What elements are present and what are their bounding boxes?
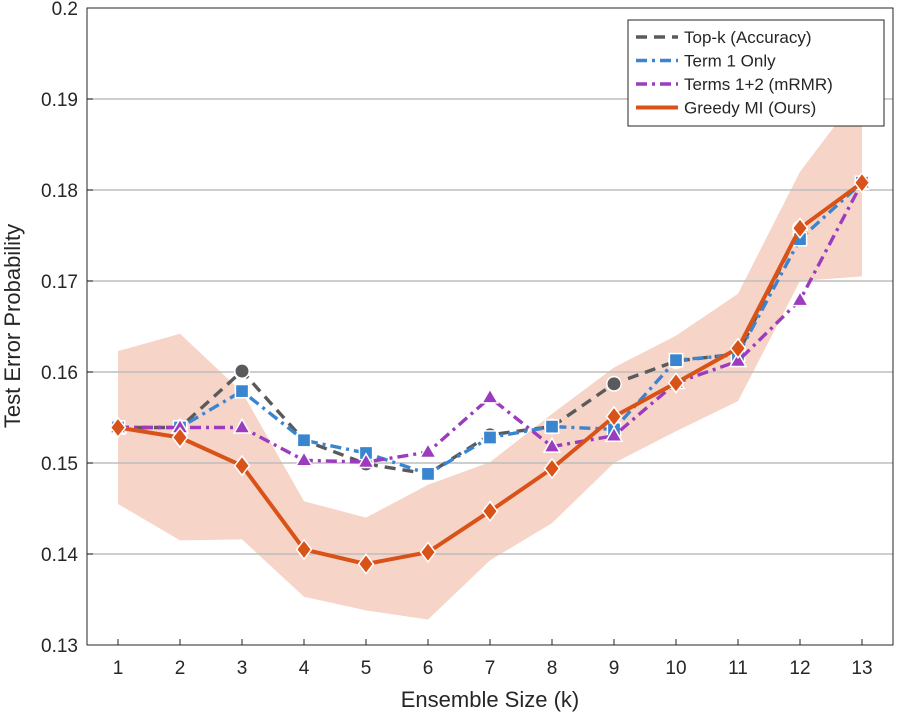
data-point-square <box>234 383 250 399</box>
y-tick-label: 0.2 <box>52 0 78 20</box>
data-point-triangle <box>728 351 748 368</box>
legend-label: Terms 1+2 (mRMR) <box>684 75 833 94</box>
series-layer <box>108 171 872 575</box>
data-point-diamond <box>853 171 871 194</box>
data-point-square <box>544 419 560 434</box>
data-point-square <box>296 432 312 448</box>
legend-label: Term 1 Only <box>684 52 776 71</box>
data-point-square <box>420 466 436 482</box>
grid-layer <box>87 98 893 555</box>
data-point-triangle <box>232 417 252 434</box>
x-tick-label: 8 <box>547 658 558 679</box>
data-point-diamond <box>605 405 623 428</box>
x-tick-label: 3 <box>237 658 248 679</box>
data-point-square <box>482 430 498 445</box>
data-point-triangle <box>480 387 500 404</box>
y-tick-label: 0.19 <box>41 90 78 111</box>
data-point-diamond <box>791 217 809 240</box>
data-point-diamond <box>357 553 375 575</box>
data-point-diamond <box>171 426 189 449</box>
y-tick-label: 0.13 <box>41 636 78 657</box>
legend: Top-k (Accuracy) Term 1 Only Terms 1+2 (mR… <box>627 19 885 127</box>
data-point-diamond <box>233 454 251 477</box>
data-point-triangle <box>604 425 624 442</box>
x-axis-label: Ensemble Size (k) <box>401 687 580 712</box>
data-point-diamond <box>543 457 561 480</box>
x-tick-label: 1 <box>113 658 124 679</box>
data-point-triangle <box>790 290 810 307</box>
tick-layer: 0.130.140.150.160.170.180.190.21 2 3 4 5 6 7 8 9… <box>41 0 873 679</box>
data-point-diamond <box>729 337 747 360</box>
x-tick-label: 6 <box>423 658 434 679</box>
y-tick-label: 0.14 <box>41 545 78 566</box>
data-point-diamond <box>295 538 313 561</box>
x-tick-label: 7 <box>485 658 496 679</box>
y-axis-label: Test Error Probability <box>0 224 25 428</box>
x-tick-label: 11 <box>728 658 748 679</box>
y-tick-label: 0.17 <box>41 272 78 293</box>
data-point-circle <box>606 375 622 392</box>
data-point-circle <box>234 363 250 380</box>
y-tick-label: 0.18 <box>41 181 78 202</box>
data-point-triangle <box>542 436 562 453</box>
data-point-diamond <box>481 500 499 523</box>
data-point-diamond <box>419 541 437 564</box>
x-tick-label: 10 <box>665 658 686 679</box>
x-tick-label: 4 <box>299 658 310 679</box>
y-tick-label: 0.16 <box>41 363 78 384</box>
x-tick-label: 13 <box>851 658 872 679</box>
data-point-triangle <box>418 442 438 459</box>
legend-label: Greedy MI (Ours) <box>684 99 816 118</box>
data-point-diamond <box>109 416 127 439</box>
x-tick-label: 9 <box>609 658 620 679</box>
legend-label: Top-k (Accuracy) <box>684 28 812 47</box>
data-point-diamond <box>667 372 685 394</box>
data-point-triangle <box>294 450 314 467</box>
data-point-triangle <box>356 452 376 469</box>
data-point-square <box>668 352 684 368</box>
y-tick-label: 0.15 <box>41 454 78 475</box>
x-tick-label: 5 <box>361 658 372 679</box>
x-tick-label: 2 <box>175 658 186 679</box>
x-tick-label: 12 <box>789 658 810 679</box>
